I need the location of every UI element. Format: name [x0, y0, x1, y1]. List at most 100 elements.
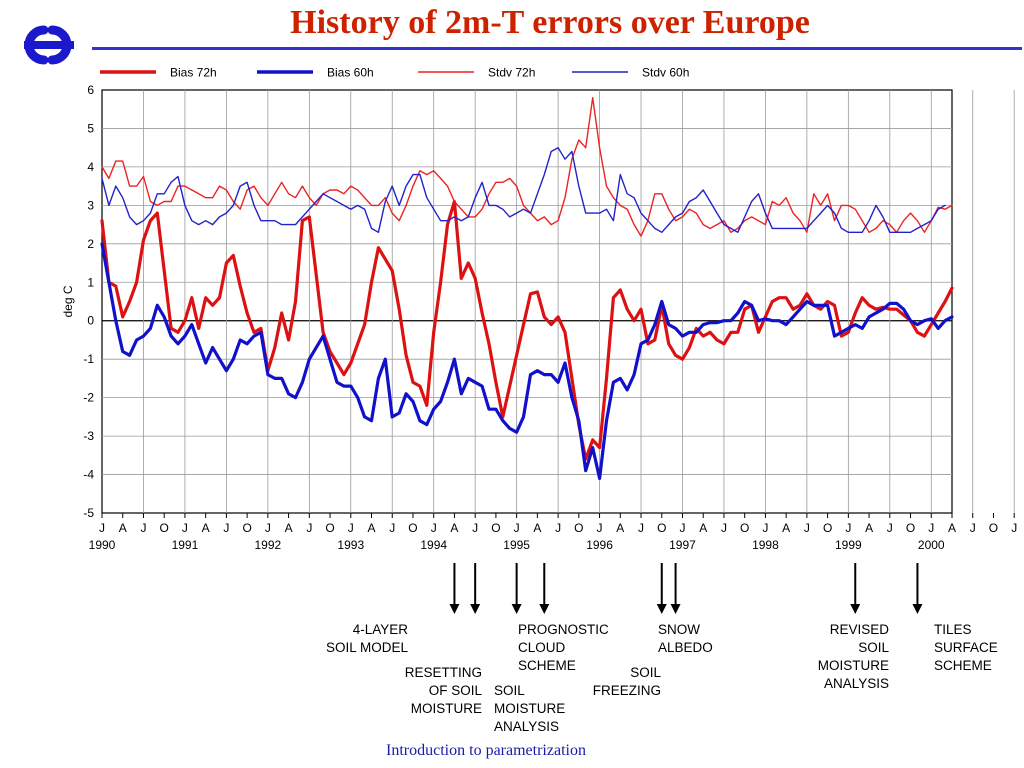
- x-tick-label: J: [762, 521, 768, 535]
- annotation-arrowhead: [539, 604, 550, 614]
- annotation-label: SCHEME: [934, 658, 992, 673]
- x-tick-label: J: [389, 521, 395, 535]
- x-tick-label: A: [865, 521, 873, 535]
- y-tick-label: -4: [83, 468, 94, 482]
- x-tick-label: J: [845, 521, 851, 535]
- y-tick-label: -5: [83, 506, 94, 520]
- year-label: 2000: [918, 538, 945, 552]
- y-tick-label: -3: [83, 429, 94, 443]
- annotation-arrowhead: [912, 604, 923, 614]
- y-tick-label: -1: [83, 352, 94, 366]
- series-line-stdv-60h: [101, 147, 946, 233]
- annotation-label: TILES: [934, 622, 972, 637]
- x-tick-label: O: [160, 521, 169, 535]
- x-tick-label: O: [491, 521, 500, 535]
- x-tick-label: J: [555, 521, 561, 535]
- y-tick-label: 1: [87, 275, 94, 289]
- x-tick-label: A: [450, 521, 458, 535]
- year-label: 1998: [752, 538, 779, 552]
- annotation-label: OF SOIL: [429, 683, 483, 698]
- legend-label: Stdv 72h: [488, 66, 535, 80]
- year-label: 1995: [503, 538, 530, 552]
- x-tick-label: O: [657, 521, 666, 535]
- x-tick-label: O: [906, 521, 915, 535]
- year-label: 1996: [586, 538, 613, 552]
- legend-label: Bias 60h: [327, 66, 374, 80]
- annotation-arrowhead: [449, 604, 460, 614]
- x-tick-label: O: [325, 521, 334, 535]
- annotation-arrowhead: [670, 604, 681, 614]
- year-label: 1990: [89, 538, 116, 552]
- year-label: 1997: [669, 538, 696, 552]
- annotation-label: SNOW: [658, 622, 700, 637]
- legend-label: Stdv 60h: [642, 66, 689, 80]
- x-tick-label: A: [202, 521, 210, 535]
- x-tick-label: J: [99, 521, 105, 535]
- x-tick-label: A: [699, 521, 707, 535]
- x-tick-label: A: [616, 521, 624, 535]
- annotation-arrowhead: [470, 604, 481, 614]
- annotation-label: MOISTURE: [818, 658, 889, 673]
- series-line-stdv-72h: [101, 97, 953, 237]
- ecmwf-logo-icon: [14, 20, 84, 72]
- x-tick-label: J: [514, 521, 520, 535]
- x-tick-label: A: [782, 521, 790, 535]
- x-tick-label: O: [823, 521, 832, 535]
- annotation-label: SOIL MODEL: [326, 640, 409, 655]
- x-tick-label: J: [928, 521, 934, 535]
- x-tick-label: J: [970, 521, 976, 535]
- x-tick-label: J: [804, 521, 810, 535]
- y-tick-label: 5: [87, 121, 94, 135]
- year-label: 1992: [255, 538, 282, 552]
- x-tick-label: J: [306, 521, 312, 535]
- annotation-label: REVISED: [830, 622, 890, 637]
- x-tick-label: J: [1011, 521, 1017, 535]
- annotation-label: 4-LAYER: [353, 622, 409, 637]
- year-label: 1991: [172, 538, 199, 552]
- y-tick-label: 3: [87, 198, 94, 212]
- x-tick-label: A: [533, 521, 541, 535]
- x-tick-label: J: [597, 521, 603, 535]
- annotation-label: RESETTING: [405, 665, 482, 680]
- x-tick-label: O: [989, 521, 998, 535]
- x-tick-label: O: [408, 521, 417, 535]
- y-axis-label: deg C: [61, 285, 75, 317]
- y-tick-label: 4: [87, 160, 94, 174]
- x-tick-label: J: [140, 521, 146, 535]
- annotation-label: ALBEDO: [658, 640, 713, 655]
- title-rule: [92, 47, 1022, 50]
- annotation-label: FREEZING: [593, 683, 661, 698]
- y-tick-label: 0: [87, 314, 94, 328]
- x-tick-label: J: [265, 521, 271, 535]
- annotation-label: SOIL: [494, 683, 525, 698]
- x-tick-label: J: [679, 521, 685, 535]
- annotation-arrowhead: [656, 604, 667, 614]
- year-label: 1999: [835, 538, 862, 552]
- x-tick-label: J: [721, 521, 727, 535]
- series-line-bias-72h: [100, 199, 954, 461]
- x-tick-label: A: [119, 521, 127, 535]
- annotation-label: ANALYSIS: [494, 719, 559, 734]
- y-tick-label: 2: [87, 237, 94, 251]
- x-tick-label: J: [182, 521, 188, 535]
- annotation-label: CLOUD: [518, 640, 566, 655]
- year-label: 1993: [337, 538, 364, 552]
- annotation-label: MOISTURE: [494, 701, 565, 716]
- x-tick-label: J: [223, 521, 229, 535]
- x-tick-label: O: [242, 521, 251, 535]
- slide-title: History of 2m-T errors over Europe: [290, 4, 810, 41]
- annotation-arrowhead: [850, 604, 861, 614]
- x-tick-label: J: [638, 521, 644, 535]
- annotation-label: ANALYSIS: [824, 676, 889, 691]
- x-tick-label: A: [285, 521, 293, 535]
- x-tick-label: J: [472, 521, 478, 535]
- x-tick-label: A: [368, 521, 376, 535]
- annotation-label: PROGNOSTIC: [518, 622, 609, 637]
- x-tick-label: O: [574, 521, 583, 535]
- x-tick-label: A: [948, 521, 956, 535]
- annotation-label: SCHEME: [518, 658, 576, 673]
- slide-footer: Introduction to parametrization: [386, 742, 586, 759]
- x-tick-label: J: [887, 521, 893, 535]
- legend-label: Bias 72h: [170, 66, 217, 80]
